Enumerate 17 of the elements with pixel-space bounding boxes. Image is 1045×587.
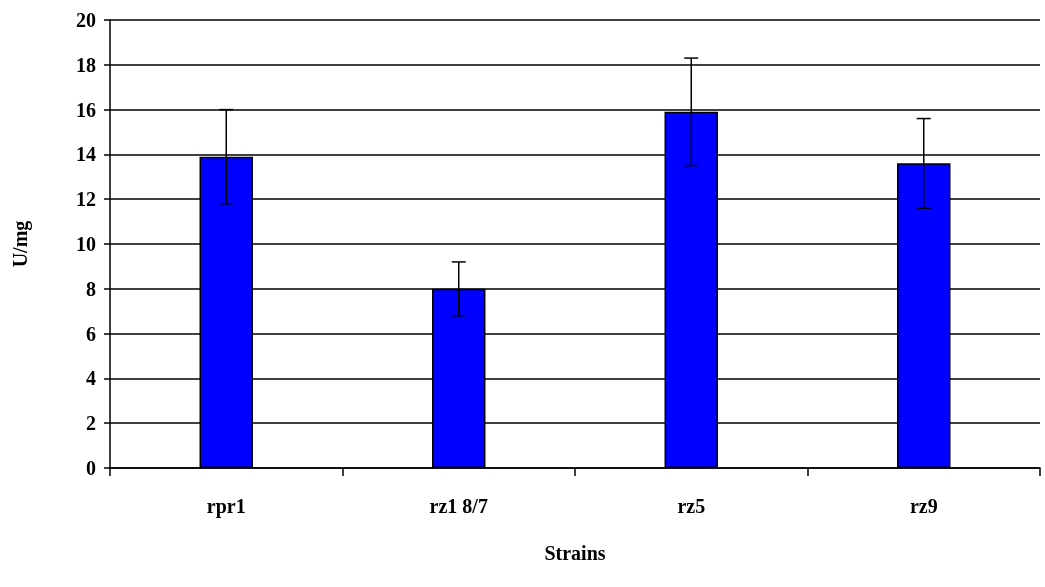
y-tick-label: 20 bbox=[76, 9, 96, 31]
y-tick-label: 0 bbox=[86, 457, 96, 479]
y-tick-label: 2 bbox=[86, 412, 96, 435]
x-axis-title: Strains bbox=[544, 542, 606, 564]
y-tick-label: 12 bbox=[76, 188, 96, 211]
x-tick-label: rz5 bbox=[677, 495, 706, 517]
y-tick-label: 8 bbox=[86, 277, 96, 300]
y-tick-label: 10 bbox=[76, 233, 96, 255]
y-tick-label: 16 bbox=[76, 98, 96, 121]
y-axis-title: U/mg bbox=[9, 220, 32, 268]
y-tick-label: 14 bbox=[76, 143, 96, 166]
x-tick-label: rz9 bbox=[909, 495, 938, 517]
y-tick-label: 18 bbox=[76, 53, 96, 76]
y-tick-label: 4 bbox=[86, 367, 96, 390]
y-tick-label: 6 bbox=[86, 322, 96, 345]
x-tick-label: rpr1 bbox=[206, 495, 246, 518]
x-tick-label: rz1 8/7 bbox=[429, 495, 488, 517]
